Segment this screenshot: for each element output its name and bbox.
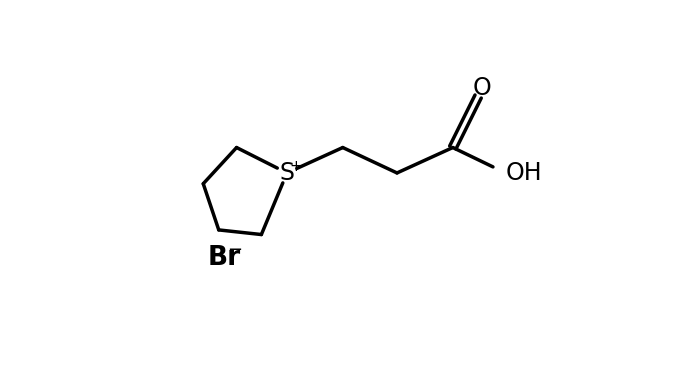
Text: +: + (289, 159, 302, 173)
Text: S: S (280, 161, 294, 185)
Text: OH: OH (505, 161, 542, 185)
Text: O: O (473, 76, 491, 100)
Text: Br: Br (207, 245, 240, 271)
Text: −: − (228, 241, 243, 259)
